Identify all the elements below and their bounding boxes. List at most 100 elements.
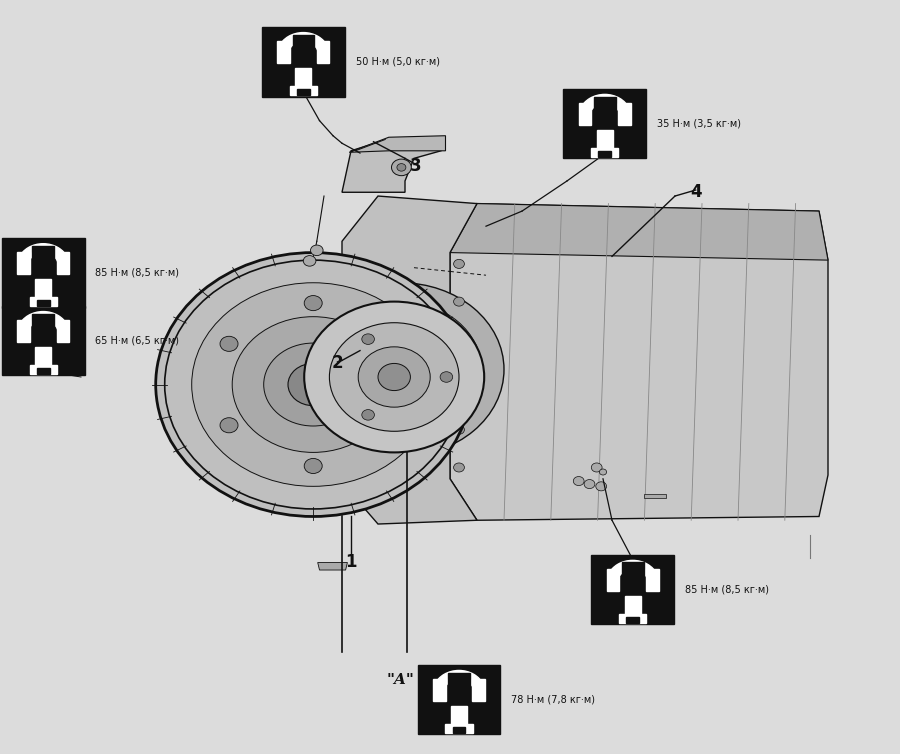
FancyBboxPatch shape [646,569,659,591]
FancyBboxPatch shape [591,148,618,157]
FancyBboxPatch shape [35,279,51,305]
FancyBboxPatch shape [57,252,69,274]
Text: 50 H·м (5,0 кг·м): 50 H·м (5,0 кг·м) [356,57,439,67]
FancyBboxPatch shape [591,555,674,624]
FancyBboxPatch shape [37,368,50,374]
Wedge shape [446,681,472,703]
Circle shape [362,409,374,420]
Circle shape [378,363,410,391]
FancyBboxPatch shape [57,320,69,342]
Circle shape [362,334,374,345]
Wedge shape [30,254,57,277]
FancyBboxPatch shape [446,724,472,733]
FancyBboxPatch shape [17,252,30,274]
Text: 85 H·м (8,5 кг·м): 85 H·м (8,5 кг·м) [685,584,769,595]
Circle shape [440,372,453,382]
FancyBboxPatch shape [626,617,639,623]
Wedge shape [435,670,483,692]
Wedge shape [591,105,618,127]
Text: 65 H·м (6,5 кг·м): 65 H·м (6,5 кг·м) [95,336,179,346]
Text: 35 H·м (3,5 кг·м): 35 H·м (3,5 кг·м) [657,118,741,129]
FancyBboxPatch shape [472,679,485,701]
Circle shape [573,477,584,486]
Polygon shape [644,494,666,498]
Circle shape [454,297,464,306]
Polygon shape [450,204,828,260]
Circle shape [454,350,464,359]
Circle shape [297,283,504,456]
FancyBboxPatch shape [2,306,85,375]
FancyBboxPatch shape [453,727,465,733]
FancyBboxPatch shape [619,614,646,623]
FancyBboxPatch shape [297,89,310,95]
FancyBboxPatch shape [622,562,644,582]
Circle shape [329,323,459,431]
Wedge shape [279,32,328,54]
FancyBboxPatch shape [37,300,50,306]
Text: 3: 3 [410,157,421,175]
FancyBboxPatch shape [32,314,54,333]
Circle shape [320,302,482,437]
Text: "A": "A" [387,673,414,687]
FancyBboxPatch shape [594,97,616,116]
FancyBboxPatch shape [290,86,317,95]
FancyBboxPatch shape [618,103,631,125]
Circle shape [304,296,322,311]
FancyBboxPatch shape [2,238,85,308]
FancyBboxPatch shape [451,706,467,731]
FancyBboxPatch shape [262,27,345,97]
Circle shape [358,347,430,407]
Wedge shape [19,244,68,265]
FancyBboxPatch shape [317,41,329,63]
Wedge shape [608,560,657,582]
Text: 78 H·м (7,8 кг·м): 78 H·м (7,8 кг·м) [511,694,595,705]
Polygon shape [342,139,441,192]
Polygon shape [450,204,828,520]
Circle shape [303,256,316,266]
Circle shape [220,418,238,433]
Circle shape [389,418,407,433]
Circle shape [591,463,602,472]
Wedge shape [290,43,317,66]
FancyBboxPatch shape [292,35,314,54]
Circle shape [397,164,406,171]
Text: 2: 2 [332,354,343,372]
FancyBboxPatch shape [295,68,311,93]
Polygon shape [342,196,477,524]
FancyBboxPatch shape [448,673,470,692]
Circle shape [304,458,322,474]
Circle shape [454,463,464,472]
Circle shape [304,302,484,452]
FancyBboxPatch shape [625,596,641,621]
FancyBboxPatch shape [579,103,591,125]
Circle shape [584,480,595,489]
FancyBboxPatch shape [598,151,611,157]
Circle shape [392,159,411,176]
Text: 4: 4 [690,183,701,201]
Wedge shape [19,311,68,333]
FancyBboxPatch shape [607,569,619,591]
Wedge shape [580,94,629,116]
FancyBboxPatch shape [433,679,446,701]
Circle shape [220,336,238,351]
FancyBboxPatch shape [418,665,500,734]
FancyBboxPatch shape [32,246,54,265]
FancyBboxPatch shape [563,89,646,158]
Polygon shape [318,562,347,570]
Circle shape [288,363,338,406]
FancyBboxPatch shape [597,130,613,155]
FancyBboxPatch shape [35,347,51,372]
FancyBboxPatch shape [277,41,290,63]
Circle shape [192,283,435,486]
Circle shape [264,343,363,426]
Circle shape [232,317,394,452]
Circle shape [596,482,607,491]
Polygon shape [349,136,446,152]
Circle shape [156,253,471,516]
Circle shape [389,336,407,351]
Text: 85 H·м (8,5 кг·м): 85 H·м (8,5 кг·м) [95,268,179,278]
Circle shape [454,259,464,268]
FancyBboxPatch shape [17,320,30,342]
FancyBboxPatch shape [30,297,57,306]
Circle shape [310,245,323,256]
